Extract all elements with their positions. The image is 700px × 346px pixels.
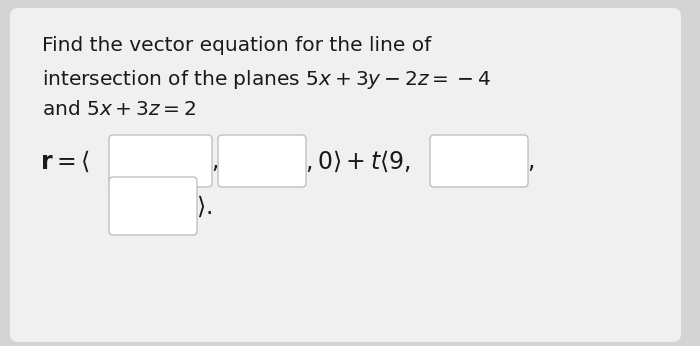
Text: $\mathbf{r} = \langle$: $\mathbf{r} = \langle$: [40, 148, 90, 174]
FancyBboxPatch shape: [109, 135, 212, 187]
Text: $, 0\rangle + t\langle 9,$: $, 0\rangle + t\langle 9,$: [305, 148, 411, 174]
Text: $,$: $,$: [527, 149, 534, 173]
Text: $,$: $,$: [211, 149, 218, 173]
FancyBboxPatch shape: [109, 177, 197, 235]
Text: $\rangle.$: $\rangle.$: [196, 193, 212, 219]
FancyBboxPatch shape: [218, 135, 306, 187]
Text: and $5x + 3z = 2$: and $5x + 3z = 2$: [42, 100, 197, 119]
FancyBboxPatch shape: [430, 135, 528, 187]
Text: Find the vector equation for the line of: Find the vector equation for the line of: [42, 36, 431, 55]
FancyBboxPatch shape: [10, 8, 681, 342]
Text: intersection of the planes $5x + 3y - 2z = -4$: intersection of the planes $5x + 3y - 2z…: [42, 68, 491, 91]
